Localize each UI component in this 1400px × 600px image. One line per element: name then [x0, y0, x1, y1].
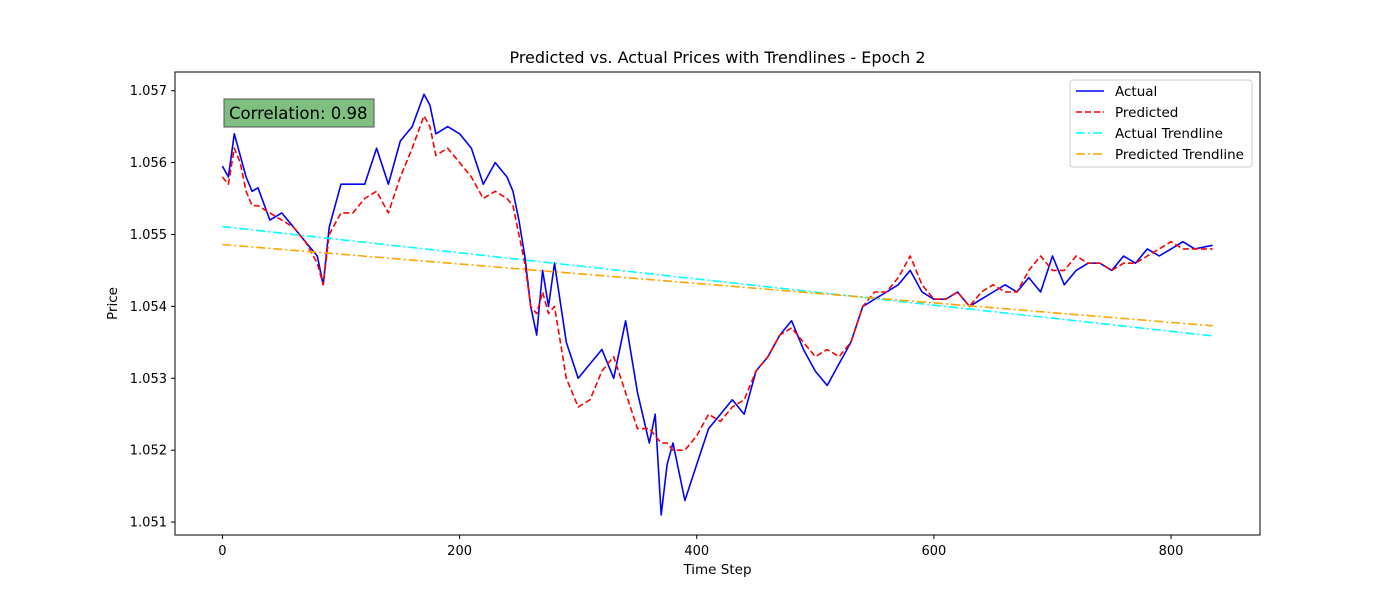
y-axis-label: Price — [105, 287, 121, 320]
legend-box — [1069, 79, 1253, 168]
y-tick-label: 1.053 — [130, 372, 167, 387]
y-tick-label: 1.055 — [130, 228, 167, 243]
series-line-predicted — [221, 115, 1213, 452]
legend-label: Actual — [1115, 84, 1157, 100]
series-line-actual — [221, 93, 1213, 516]
y-tick-label: 1.054 — [130, 300, 167, 315]
x-tick-label: 0 — [218, 544, 226, 559]
y-tick-label: 1.052 — [130, 444, 167, 459]
y-tick-label: 1.057 — [130, 84, 167, 99]
legend-items: Actual Predicted Actual Trendline Predicted… — [1076, 84, 1244, 163]
y-tick-label: 1.056 — [130, 156, 167, 171]
x-tick-label: 600 — [921, 544, 946, 559]
legend-label: Predicted — [1115, 105, 1178, 121]
x-tick-label: 800 — [1159, 544, 1184, 559]
correlation-annotation-box — [223, 98, 375, 128]
x-axis: 0 200 400 600 800 — [218, 535, 1183, 559]
y-axis: 1.051 1.052 1.053 1.054 1.055 1.056 1.057 — [130, 84, 175, 531]
x-tick-label: 400 — [684, 544, 709, 559]
series-line-actual-trendline — [222, 225, 1213, 337]
lines-layer — [221, 93, 1213, 516]
y-tick-label: 1.051 — [130, 516, 167, 531]
series-line-predicted-trendline — [222, 243, 1213, 327]
correlation-annotation: Correlation: 0.98 — [223, 98, 375, 128]
x-axis-label: Time Step — [682, 562, 751, 578]
legend: Actual Predicted Actual Trendline Predicted… — [1069, 79, 1253, 168]
chart-title: Predicted vs. Actual Prices with Trendli… — [509, 48, 925, 67]
plot-area: 0 200 400 600 800 1.0511.0521.0531.0541.0551… — [130, 71, 1261, 559]
legend-label: Predicted Trendline — [1115, 147, 1244, 163]
x-tick-label: 200 — [447, 544, 472, 559]
axes-frame — [174, 71, 1261, 536]
correlation-annotation-text: Correlation: 0.98 — [229, 104, 368, 123]
legend-label: Actual Trendline — [1115, 126, 1223, 142]
